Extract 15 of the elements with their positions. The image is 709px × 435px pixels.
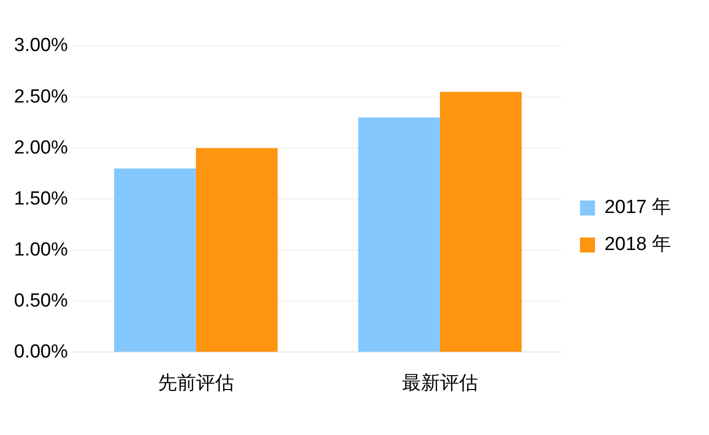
y-tick-label: 0.00% xyxy=(14,341,68,362)
legend-label: 2018 年 xyxy=(604,234,671,256)
bar xyxy=(114,168,196,352)
y-tick-label: 1.00% xyxy=(14,239,68,260)
x-tick-label: 最新评估 xyxy=(402,372,478,394)
bar xyxy=(440,92,522,352)
legend-label: 2017 年 xyxy=(604,197,671,218)
y-tick-label: 1.50% xyxy=(14,188,68,210)
y-tick-label: 2.50% xyxy=(14,86,68,108)
y-tick-label: 0.50% xyxy=(14,290,68,312)
bar xyxy=(196,148,278,352)
x-tick-label: 先前评估 xyxy=(158,372,234,394)
bar xyxy=(358,117,440,352)
y-tick-label: 2.00% xyxy=(14,137,68,158)
y-tick-label: 3.00% xyxy=(14,35,68,56)
